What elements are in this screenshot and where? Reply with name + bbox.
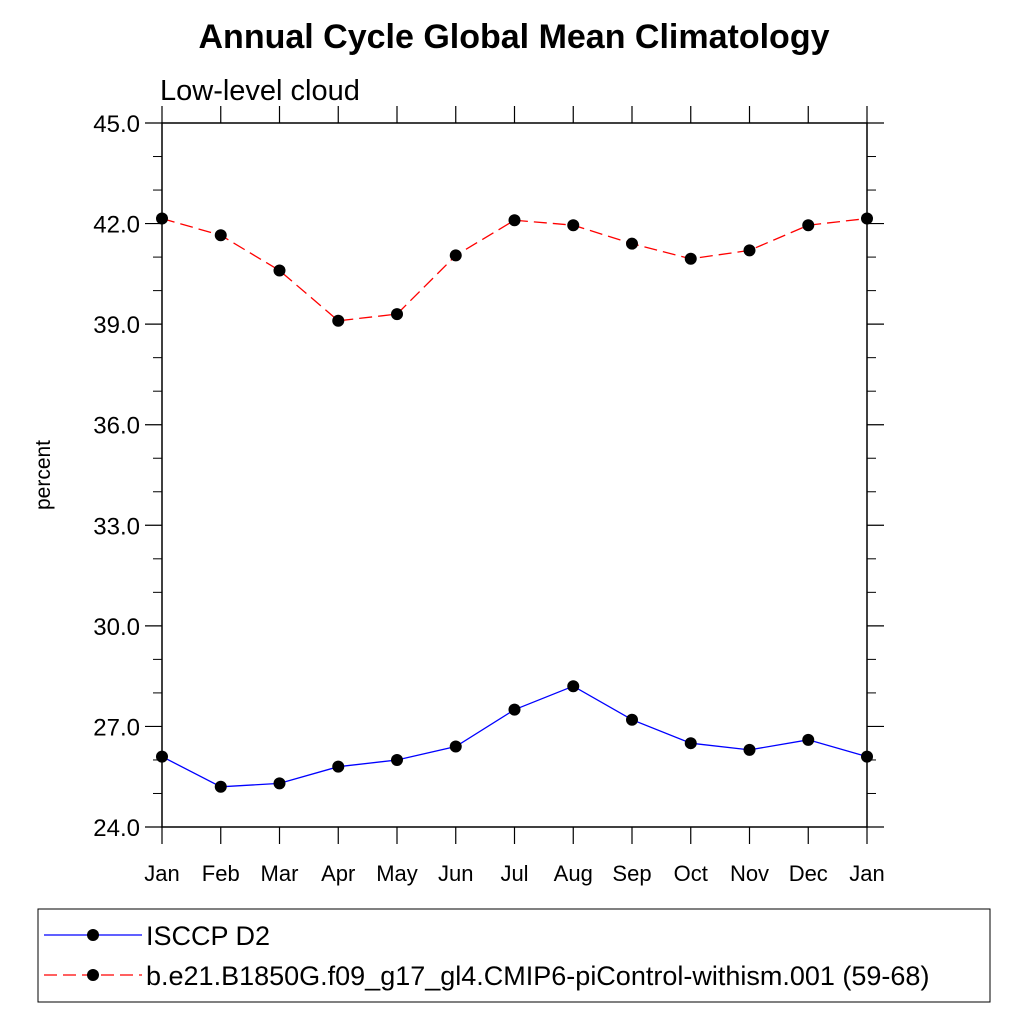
y-tick-label: 24.0	[93, 815, 140, 842]
series-0-point	[332, 760, 345, 773]
chart-title: Annual Cycle Global Mean Climatology	[199, 18, 830, 56]
series-0-point	[214, 780, 227, 793]
series-points	[156, 212, 873, 793]
series-0-point	[802, 733, 815, 746]
x-tick-label: Jan	[144, 861, 179, 886]
x-tick-label: Sep	[612, 861, 651, 886]
plot-frame	[161, 122, 868, 828]
series-0-point	[449, 740, 462, 753]
y-axis-label: percent	[32, 440, 55, 510]
x-tick-label: Apr	[321, 861, 355, 886]
legend-marker-isccp	[87, 929, 99, 941]
series-0-point	[567, 680, 580, 693]
x-tick-label: Oct	[674, 861, 708, 886]
x-tick-label: Aug	[554, 861, 593, 886]
y-tick-label: 30.0	[93, 614, 140, 641]
legend-label-isccp: ISCCP D2	[146, 921, 270, 951]
y-tick-label: 36.0	[93, 413, 140, 440]
x-tick-label: Jul	[500, 861, 528, 886]
series-1-point	[626, 237, 638, 250]
series-0-point	[684, 737, 697, 750]
series-1-point	[391, 308, 403, 321]
y-tick-label: 39.0	[93, 312, 140, 339]
series-1-point	[743, 244, 756, 257]
series-1-point	[332, 314, 345, 327]
series-lines	[161, 217, 868, 788]
legend-label-model: b.e21.B1850G.f09_g17_gl4.CMIP6-piControl…	[146, 961, 929, 991]
series-line-1	[161, 217, 868, 322]
x-tick-label: Dec	[789, 861, 828, 886]
x-tick-label: Jun	[438, 861, 473, 886]
axis-ticks	[145, 106, 884, 844]
series-0-point	[626, 713, 638, 726]
series-0-point	[508, 703, 521, 716]
legend: ISCCP D2 b.e21.B1850G.f09_g17_gl4.CMIP6-…	[37, 908, 991, 1003]
series-1-point	[684, 252, 697, 265]
chart-subtitle: Low-level cloud	[160, 75, 360, 107]
y-tick-label: 45.0	[93, 111, 140, 138]
legend-marker-model	[87, 969, 99, 981]
y-tick-label: 27.0	[93, 714, 140, 741]
x-tick-label: Nov	[730, 861, 769, 886]
series-1-point	[449, 249, 462, 262]
legend-box	[37, 908, 991, 1003]
x-tick-label: Mar	[261, 861, 299, 886]
x-tick-label: Jan	[849, 861, 884, 886]
series-0-point	[391, 753, 403, 766]
x-tick-label: Feb	[202, 861, 240, 886]
series-1-point	[567, 219, 580, 232]
y-tick-label: 33.0	[93, 513, 140, 540]
series-0-point	[273, 777, 286, 790]
y-tick-label: 42.0	[93, 212, 140, 239]
series-1-point	[273, 264, 286, 277]
x-tick-label: May	[376, 861, 418, 886]
axis-tick-labels: 24.0 27.0 30.0 33.0 36.0 39.0 42.0 45.0 Jan Feb Ma…	[93, 111, 884, 886]
series-1-point	[214, 229, 227, 242]
series-0-point	[743, 743, 756, 756]
series-1-point	[508, 214, 521, 227]
series-1-point	[802, 219, 815, 232]
series-line-0	[161, 685, 868, 788]
